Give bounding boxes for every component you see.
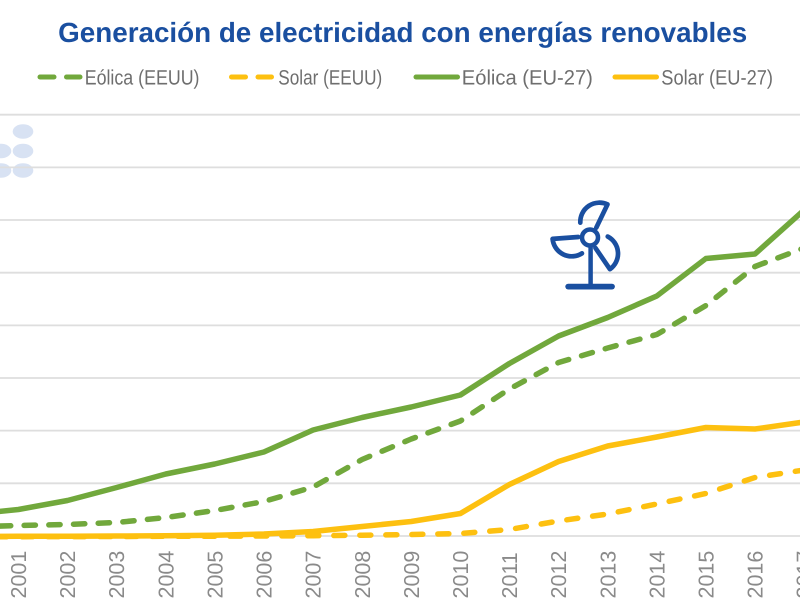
svg-text:Solar (EU-27): Solar (EU-27) — [661, 66, 773, 89]
svg-text:2004: 2004 — [154, 551, 178, 599]
svg-text:Generación de electricidad con: Generación de electricidad con energías … — [58, 17, 747, 48]
svg-text:2005: 2005 — [203, 551, 227, 599]
svg-text:2012: 2012 — [547, 551, 571, 599]
svg-text:2014: 2014 — [645, 551, 669, 599]
svg-text:2001: 2001 — [7, 551, 31, 599]
svg-text:2009: 2009 — [400, 551, 424, 599]
svg-text:Eólica (EU-27): Eólica (EU-27) — [462, 66, 593, 89]
svg-text:2013: 2013 — [596, 551, 620, 599]
svg-text:2011: 2011 — [498, 552, 522, 598]
svg-text:2002: 2002 — [56, 551, 80, 599]
svg-text:2008: 2008 — [351, 551, 375, 599]
svg-text:2003: 2003 — [105, 551, 129, 599]
svg-text:2017: 2017 — [793, 551, 800, 599]
svg-text:Eólica (EEUU): Eólica (EEUU) — [85, 66, 200, 89]
svg-text:2007: 2007 — [302, 551, 326, 599]
svg-text:Solar (EEUU): Solar (EEUU) — [278, 66, 382, 89]
svg-text:2015: 2015 — [695, 551, 719, 599]
svg-text:2016: 2016 — [744, 551, 768, 599]
svg-text:2010: 2010 — [449, 551, 473, 599]
svg-text:2006: 2006 — [253, 551, 277, 599]
